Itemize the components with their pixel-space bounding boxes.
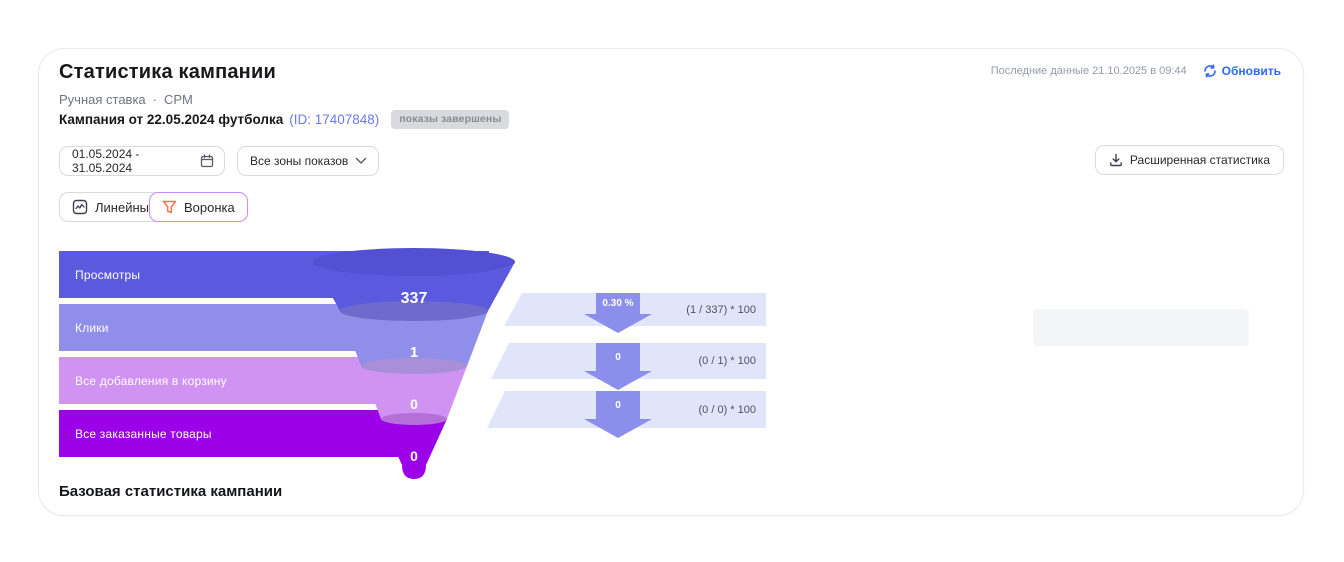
tab-linear-label: Линейный	[95, 199, 157, 215]
conversion-formula-2: (0 / 1) * 100	[698, 355, 756, 367]
funnel-stage-label: Все заказанные товары	[75, 426, 212, 441]
arrow-head-icon	[584, 419, 652, 438]
funnel-icon	[162, 200, 177, 215]
funnel-value-orders: 0	[410, 448, 418, 464]
conversion-formula-3: (0 / 0) * 100	[698, 403, 756, 416]
date-range-value: 01.05.2024 - 31.05.2024	[72, 147, 140, 175]
funnel-value-cart: 0	[410, 396, 418, 412]
extended-statistics-button[interactable]: Расширенная статистика	[1094, 145, 1284, 175]
tab-funnel[interactable]: Воронка	[149, 192, 248, 222]
pricing-model: CPM	[164, 92, 193, 107]
last-data-timestamp: Последние данные 21.10.2025 в 09:44	[990, 65, 1187, 77]
funnel-cone-segment-cart	[361, 366, 467, 425]
funnel-stage-label: Все добавления в корзину	[75, 373, 227, 388]
refresh-label: Обновить	[1221, 64, 1281, 78]
campaign-name: Кампания от 22.05.2024 футболка	[59, 112, 284, 127]
campaign-row: Кампания от 22.05.2024 футболка (ID: 174…	[59, 110, 510, 129]
download-icon	[1109, 153, 1123, 167]
calendar-icon	[200, 154, 214, 168]
basic-statistics-heading: Базовая статистика кампании	[59, 483, 283, 500]
zones-select[interactable]: Все зоны показов	[237, 146, 379, 176]
funnel-cone-chart: 337 1 0 0	[313, 248, 515, 479]
arrow-head-icon	[584, 314, 652, 333]
conversion-arrow-3: 0	[584, 391, 652, 438]
conversion-arrow-2: 0	[584, 343, 652, 390]
date-range-input[interactable]: 01.05.2024 - 31.05.2024	[59, 146, 225, 176]
page-title: Статистика кампании	[59, 61, 276, 83]
arrow-head-icon	[584, 371, 652, 390]
funnel-junction-2	[361, 358, 467, 374]
funnel-value-views: 337	[401, 290, 428, 307]
funnel-cone-segment-clicks	[340, 311, 488, 374]
refresh-button[interactable]: Обновить	[1203, 64, 1281, 78]
conversion-rate-3: 0	[615, 399, 621, 411]
bid-type: Ручная ставка	[59, 92, 146, 107]
zones-selected-value: Все зоны показов	[250, 154, 349, 168]
chevron-down-icon	[355, 157, 367, 165]
funnel-cone-segment-orders	[381, 419, 447, 479]
conversion-rate-2: 0	[615, 351, 621, 363]
conversion-rate-1: 0.30 %	[602, 298, 634, 309]
funnel-mouth	[313, 248, 515, 276]
header-meta: Последние данные 21.10.2025 в 09:44 Обно…	[991, 64, 1281, 78]
skeleton-placeholder	[1033, 309, 1249, 346]
conversion-formula-1: (1 / 337) * 100	[686, 303, 756, 316]
status-badge: показы завершены	[391, 110, 510, 129]
campaign-statistics-card: Статистика кампании Ручная ставка · CPM …	[38, 48, 1304, 516]
funnel-stage-label: Клики	[75, 320, 109, 335]
tab-funnel-label: Воронка	[184, 199, 235, 215]
funnel-junction-3	[381, 413, 447, 425]
campaign-subtitle: Ручная ставка · CPM	[59, 92, 193, 107]
conversion-arrow-1: 0.30 %	[584, 293, 652, 333]
funnel-stage-label: Просмотры	[75, 267, 141, 282]
funnel-junction-1	[340, 301, 488, 321]
refresh-icon	[1203, 64, 1217, 78]
extended-statistics-label: Расширенная статистика	[1129, 153, 1270, 167]
subtitle-separator: ·	[152, 92, 157, 107]
funnel-value-clicks: 1	[410, 344, 418, 361]
line-chart-icon	[72, 199, 88, 215]
funnel-stage-bar-orders: Все заказанные товары	[59, 410, 426, 457]
campaign-id-link[interactable]: (ID: 17407848)	[289, 112, 380, 127]
